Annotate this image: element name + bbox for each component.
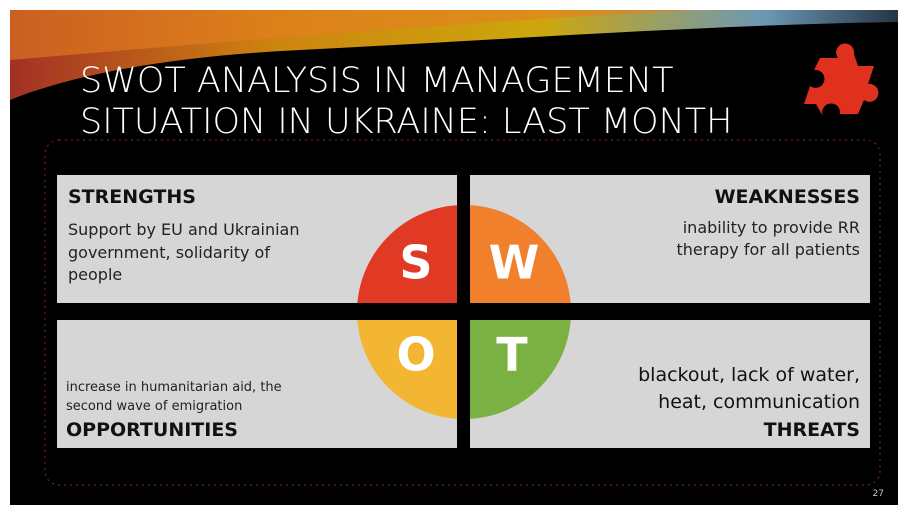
text-line: therapy for all patients xyxy=(677,240,861,259)
text-line: blackout, lack of water, xyxy=(638,364,860,386)
text-line: second wave of emigration xyxy=(66,399,242,414)
heading: WEAKNESSES xyxy=(715,186,860,208)
page: SWOT ANALYSIS IN MANAGEMENT SITUATION IN… xyxy=(0,0,908,515)
letter: O xyxy=(396,328,435,382)
letter: W xyxy=(489,236,540,290)
gap-horizontal xyxy=(350,303,578,320)
letter: S xyxy=(399,236,432,290)
heading: STRENGTHS xyxy=(68,186,196,208)
slide: SWOT ANALYSIS IN MANAGEMENT SITUATION IN… xyxy=(0,0,908,515)
heading: OPPORTUNITIES xyxy=(66,419,238,441)
page-number: 27 xyxy=(873,489,884,499)
letter: T xyxy=(496,328,528,382)
title-line: SITUATION IN UKRAINE: LAST MONTH xyxy=(80,102,733,142)
text-line: Support by EU and Ukrainian xyxy=(68,220,299,239)
text-line: inability to provide RR xyxy=(683,218,860,237)
title-line: SWOT ANALYSIS IN MANAGEMENT xyxy=(80,61,673,101)
text-line: increase in humanitarian aid, the xyxy=(66,380,282,395)
heading: THREATS xyxy=(764,419,860,441)
text-line: government, solidarity of xyxy=(68,243,270,262)
text-line: people xyxy=(68,265,122,284)
text-line: heat, communication xyxy=(658,391,860,413)
